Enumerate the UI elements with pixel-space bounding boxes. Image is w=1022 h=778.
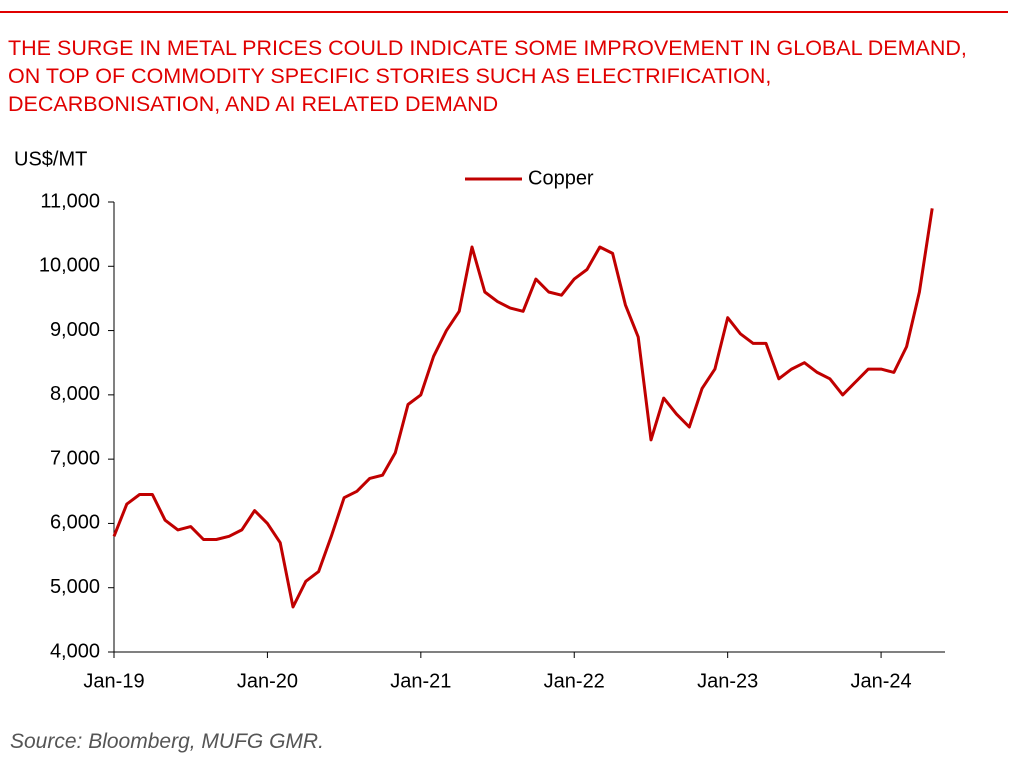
x-tick-label: Jan-24 [850, 670, 911, 692]
x-tick-label: Jan-20 [237, 670, 298, 692]
y-tick-label: 5,000 [50, 576, 100, 598]
y-tick-label: 8,000 [50, 383, 100, 405]
legend-label: Copper [528, 167, 594, 189]
x-tick-label: Jan-22 [544, 670, 605, 692]
x-tick-label: Jan-23 [697, 670, 758, 692]
data-line [112, 208, 934, 609]
y-tick-label: 9,000 [50, 319, 100, 341]
x-tick-label: Jan-19 [83, 670, 144, 692]
chart-title: THE SURGE IN METAL PRICES COULD INDICATE… [8, 36, 967, 116]
y-tick-label: 7,000 [50, 447, 100, 469]
source-note: Source: Bloomberg, MUFG GMR. [10, 730, 324, 753]
y-tick-label: 4,000 [50, 640, 100, 662]
y-tick-label: 10,000 [39, 255, 100, 277]
y-tick-label: 6,000 [50, 512, 100, 534]
y-tick-label: 11,000 [40, 190, 100, 212]
x-tick-label: Jan-21 [390, 670, 451, 692]
y-axis-label: US$/MT [14, 148, 87, 170]
